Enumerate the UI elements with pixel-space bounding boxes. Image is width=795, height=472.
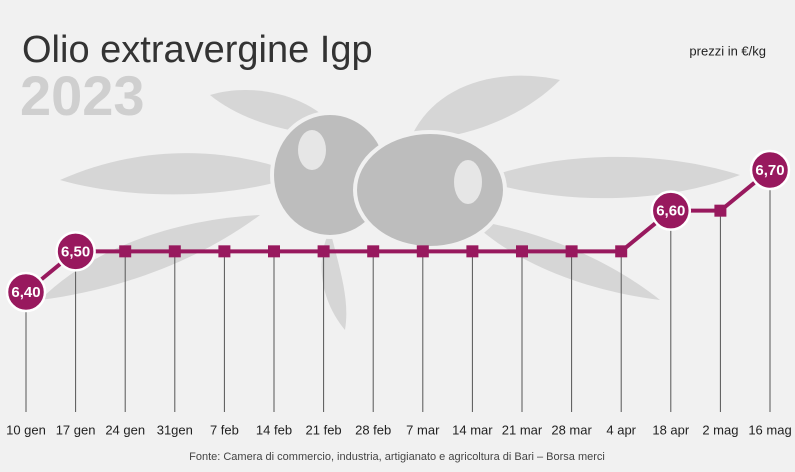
x-tick-label: 14 mar <box>452 422 493 437</box>
x-tick-label: 14 feb <box>256 422 292 437</box>
square-marker <box>516 245 528 258</box>
square-marker <box>367 245 380 258</box>
square-marker <box>119 245 132 258</box>
x-tick-label: 21 mar <box>502 422 543 437</box>
data-label: 6,60 <box>656 203 685 220</box>
x-tick-label: 7 feb <box>210 422 239 437</box>
chart-subtitle: 2023 <box>20 64 145 127</box>
x-tick-label: 24 gen <box>105 422 145 437</box>
labeled-marker <box>55 231 96 272</box>
labeled-marker <box>749 149 791 191</box>
square-marker <box>268 245 280 258</box>
unit-note: prezzi in €/kg <box>689 43 766 58</box>
source: Fonte: Camera di commercio, industria, a… <box>189 451 605 463</box>
x-tick-label: 31gen <box>157 422 193 437</box>
data-label: 6,40 <box>11 284 40 301</box>
x-tick-label: 18 apr <box>652 422 690 437</box>
square-marker <box>218 245 231 258</box>
data-label: 6,50 <box>61 243 90 260</box>
x-tick-label: 2 mag <box>702 422 738 437</box>
labeled-marker <box>5 271 47 313</box>
price-line <box>24 168 772 294</box>
plot-area: 10 gen 17 gen 24 gen 31gen 7 feb 14 feb 21 feb… <box>5 149 792 437</box>
data-label: 6,70 <box>755 162 784 179</box>
olive-decoration <box>40 75 740 330</box>
square-marker <box>317 245 330 258</box>
square-marker <box>565 245 578 258</box>
x-tick-label: 16 mag <box>748 422 791 437</box>
x-tick-label: 17 gen <box>56 422 96 437</box>
square-marker <box>466 245 479 258</box>
x-tick-label: 10 gen <box>6 422 46 437</box>
x-tick-label: 28 feb <box>355 422 391 437</box>
x-tick-label: 4 apr <box>606 422 636 437</box>
square-marker <box>714 204 727 217</box>
square-marker <box>168 245 181 258</box>
olive-highlight <box>298 130 326 170</box>
square-marker <box>416 245 429 258</box>
labeled-marker <box>650 190 692 231</box>
x-tick-label: 21 feb <box>306 422 342 437</box>
olive <box>353 130 507 250</box>
x-tick-label: 28 mar <box>551 422 592 437</box>
square-marker <box>615 245 628 258</box>
olive-highlight <box>454 160 482 204</box>
chart-title: Olio extravergine Igp <box>22 29 373 71</box>
x-tick-label: 7 mar <box>406 422 440 437</box>
